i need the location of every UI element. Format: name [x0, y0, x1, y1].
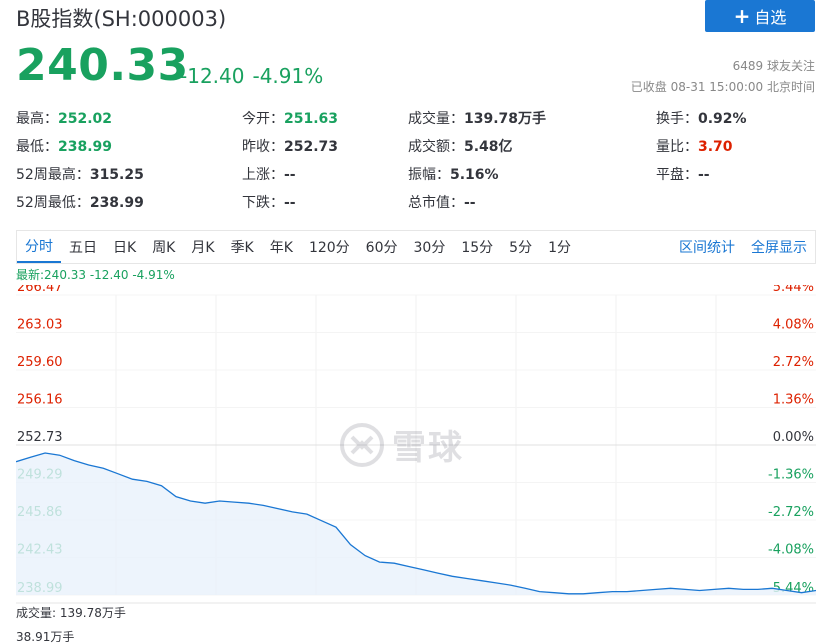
y-tick-label: 252.73: [17, 430, 63, 445]
tab-weekly-k[interactable]: 周K: [152, 240, 176, 256]
quote-low: 最低：238.99: [16, 139, 113, 155]
pct-tick-label: -2.72%: [768, 505, 814, 520]
market-status: 已收盘 08-31 15:00:00 北京时间: [630, 80, 815, 94]
plus-icon: +: [733, 4, 751, 28]
y-tick-label: 263.03: [17, 318, 63, 333]
followers-count[interactable]: 6489 球友关注: [732, 59, 815, 73]
pct-tick-label: 1.36%: [773, 393, 814, 408]
intraday-chart[interactable]: 266.47 5.44% 263.03 4.08% 259.60 2.72% 256.16 1…: [15, 280, 817, 644]
tab-60min[interactable]: 60分: [365, 240, 398, 256]
xueqiu-logo-icon: [340, 422, 384, 467]
quote-amplitude: 振幅：5.16%: [408, 167, 499, 183]
period-tabs: 分时 五日 日K 周K 月K 季K 年K 120分 60分 30分 15分 5分…: [16, 230, 816, 264]
range-stats-button[interactable]: 区间统计: [679, 240, 735, 256]
quote-volume: 成交量：139.78万手: [408, 111, 547, 127]
tab-5day[interactable]: 五日: [69, 240, 97, 256]
pct-tick-label: 2.72%: [773, 355, 814, 370]
price-change: -12.40 -4.91%: [180, 64, 331, 88]
quote-volume-ratio: 量比：3.70: [656, 139, 733, 155]
quote-decliners: 下跌：--: [242, 195, 296, 211]
quote-market-cap: 总市值：--: [408, 195, 476, 211]
tab-monthly-k[interactable]: 月K: [191, 240, 215, 256]
tab-daily-k[interactable]: 日K: [113, 240, 137, 256]
quote-advancers: 上涨：--: [242, 167, 296, 183]
price-line: [15, 452, 817, 595]
current-price: 240.33: [16, 40, 189, 91]
quote-high: 最高：252.02: [16, 111, 113, 127]
quote-open: 今开：251.63: [242, 111, 339, 127]
change-amount: -12.40: [180, 64, 245, 88]
volume-max-label: 38.91万手: [16, 630, 75, 644]
quote-52w-high: 52周最高：315.25: [16, 167, 144, 183]
volume-label: 成交量: 139.78万手: [16, 606, 126, 620]
watermark-text: 雪球: [392, 428, 464, 468]
tab-15min[interactable]: 15分: [461, 240, 494, 256]
tab-5min[interactable]: 5分: [509, 240, 533, 256]
fullscreen-button[interactable]: 全屏显示: [751, 240, 807, 256]
intraday-chart-svg: 266.47 5.44% 263.03 4.08% 259.60 2.72% 256.16 1…: [15, 280, 817, 604]
tab-yearly-k[interactable]: 年K: [269, 240, 293, 256]
tab-timeshare[interactable]: 分时: [17, 231, 61, 263]
pct-tick-label: -1.36%: [768, 468, 814, 483]
y-tick-label: 256.16: [17, 393, 63, 408]
add-to-watchlist-button[interactable]: + 自选: [705, 0, 815, 32]
tab-1min[interactable]: 1分: [548, 240, 571, 256]
latest-quote-line: 最新:240.33 -12.40 -4.91%: [16, 268, 175, 282]
y-tick-label: 259.60: [17, 355, 63, 370]
quote-52w-low: 52周最低：238.99: [16, 195, 144, 211]
pct-tick-label: 5.44%: [773, 285, 814, 295]
pct-tick-label: -4.08%: [768, 542, 814, 557]
y-tick-label: 266.47: [17, 285, 63, 295]
xueqiu-watermark: 雪球: [338, 420, 464, 469]
stock-title: B股指数(SH:000003): [16, 7, 227, 31]
quote-prev-close: 昨收：252.73: [242, 139, 339, 155]
tab-30min[interactable]: 30分: [413, 240, 446, 256]
quote-unchanged: 平盘：--: [656, 167, 710, 183]
add-to-watchlist-label: 自选: [754, 8, 787, 27]
pct-tick-label: 4.08%: [773, 318, 814, 333]
quote-turnover: 换手：0.92%: [656, 111, 747, 127]
price-area: [16, 453, 816, 595]
change-percent: -4.91%: [252, 64, 324, 88]
quote-amount: 成交额：5.48亿: [408, 139, 513, 155]
tab-quarterly-k[interactable]: 季K: [230, 240, 254, 256]
pct-tick-label: 0.00%: [773, 430, 814, 445]
tab-120min[interactable]: 120分: [308, 240, 350, 256]
